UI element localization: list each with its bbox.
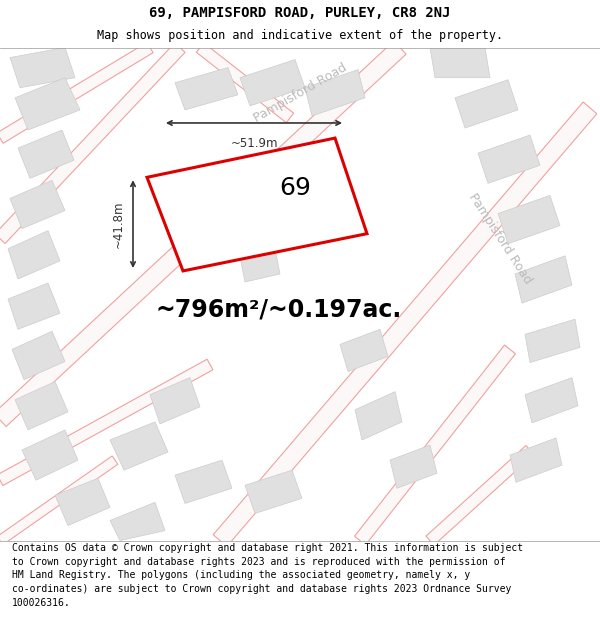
Polygon shape <box>15 78 80 130</box>
Polygon shape <box>55 478 110 526</box>
Text: ~51.9m: ~51.9m <box>230 137 278 150</box>
Text: 69: 69 <box>279 176 311 201</box>
Polygon shape <box>240 59 305 106</box>
Polygon shape <box>175 68 238 110</box>
Polygon shape <box>15 382 68 430</box>
Text: Map shows position and indicative extent of the property.: Map shows position and indicative extent… <box>97 29 503 42</box>
Polygon shape <box>525 319 580 362</box>
Polygon shape <box>478 135 540 183</box>
Polygon shape <box>390 445 437 488</box>
Polygon shape <box>240 249 280 282</box>
Polygon shape <box>430 48 490 78</box>
Polygon shape <box>147 138 367 271</box>
Polygon shape <box>510 438 562 483</box>
Polygon shape <box>455 80 518 128</box>
Text: Pampisford Road: Pampisford Road <box>466 191 534 286</box>
Polygon shape <box>0 42 153 143</box>
Polygon shape <box>0 359 213 486</box>
Polygon shape <box>10 181 65 229</box>
Polygon shape <box>196 42 293 122</box>
Polygon shape <box>355 345 515 545</box>
Polygon shape <box>110 503 165 541</box>
Polygon shape <box>355 392 402 440</box>
Polygon shape <box>245 470 302 514</box>
Polygon shape <box>175 460 232 503</box>
Polygon shape <box>213 102 597 546</box>
Polygon shape <box>8 231 60 279</box>
Text: Contains OS data © Crown copyright and database right 2021. This information is : Contains OS data © Crown copyright and d… <box>12 543 523 608</box>
Polygon shape <box>498 196 560 244</box>
Text: Pampisford Road: Pampisford Road <box>251 61 349 125</box>
Polygon shape <box>10 48 75 88</box>
Polygon shape <box>22 430 78 480</box>
Polygon shape <box>305 69 365 116</box>
Polygon shape <box>18 130 74 178</box>
Text: ~796m²/~0.197ac.: ~796m²/~0.197ac. <box>155 297 401 321</box>
Text: 69, PAMPISFORD ROAD, PURLEY, CR8 2NJ: 69, PAMPISFORD ROAD, PURLEY, CR8 2NJ <box>149 6 451 20</box>
Polygon shape <box>515 256 572 303</box>
Polygon shape <box>426 446 534 545</box>
Polygon shape <box>525 378 578 423</box>
Polygon shape <box>0 456 118 545</box>
Polygon shape <box>12 331 65 379</box>
Polygon shape <box>8 283 60 329</box>
Polygon shape <box>0 41 406 426</box>
Polygon shape <box>340 329 388 371</box>
Polygon shape <box>110 422 168 470</box>
Text: ~41.8m: ~41.8m <box>112 201 125 248</box>
Polygon shape <box>0 42 185 244</box>
Polygon shape <box>150 378 200 424</box>
